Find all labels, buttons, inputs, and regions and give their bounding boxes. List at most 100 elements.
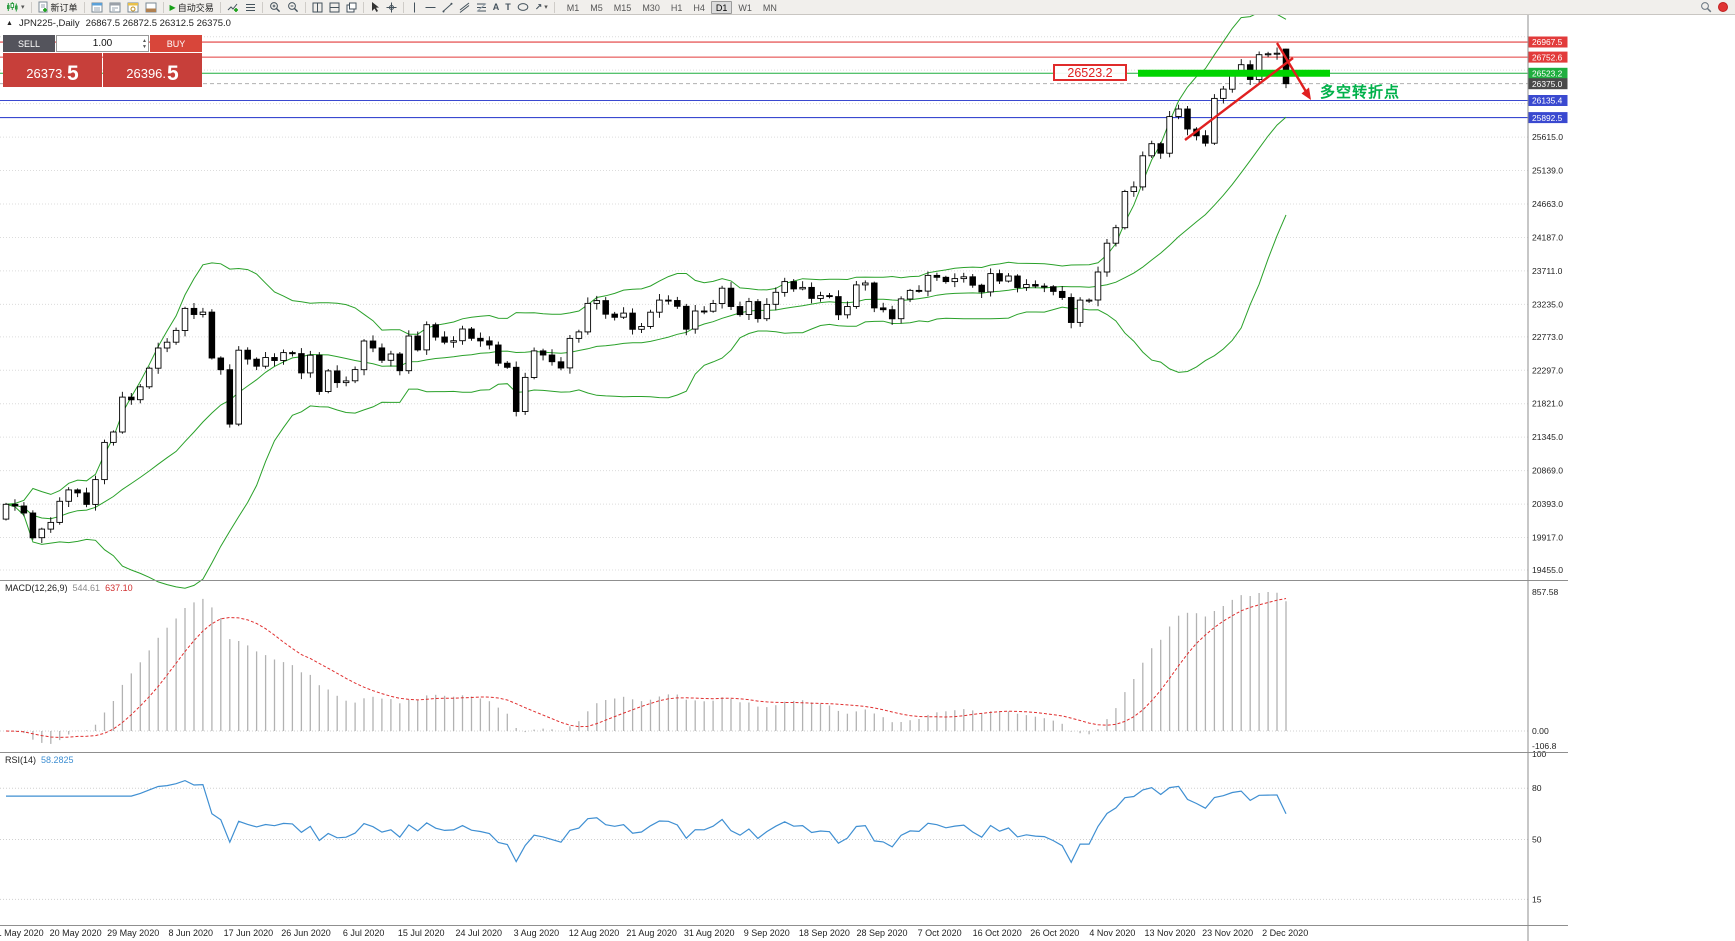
zoom-out-icon [287, 2, 298, 13]
crosshair-button[interactable] [383, 1, 400, 14]
add-indicator-icon [227, 3, 238, 12]
navigator-button[interactable] [124, 1, 142, 14]
volume-input[interactable]: 1.00 ▲ ▼ [56, 35, 149, 52]
svg-text:20393.0: 20393.0 [1532, 499, 1563, 509]
toolbox-icon [145, 2, 157, 12]
timeframe-m15[interactable]: M15 [613, 2, 632, 13]
macd-name: MACD(12,26,9) [5, 583, 68, 593]
timeframe-mn[interactable]: MN [762, 2, 777, 13]
data-window-icon [109, 2, 121, 12]
notification-icon[interactable] [1718, 2, 1728, 12]
tile-windows-button[interactable] [309, 1, 326, 14]
new-order-button[interactable]: 新订单 [35, 1, 81, 14]
rsi-indicator-label: RSI(14) 58.2825 [5, 755, 74, 765]
date-label: 6 Jul 2020 [342, 928, 385, 938]
toolbox-button[interactable] [142, 1, 160, 14]
volume-spinner[interactable]: ▲ ▼ [142, 36, 147, 51]
zoom-in-button[interactable] [266, 1, 284, 14]
date-label: 7 Oct 2020 [917, 928, 962, 938]
date-label: 12 Aug 2020 [568, 928, 620, 938]
new-chart-button[interactable]: ▾ [3, 1, 28, 14]
svg-text:24663.0: 24663.0 [1532, 199, 1563, 209]
timeframe-m5[interactable]: M5 [590, 2, 603, 13]
chart-window[interactable]: 100 80 50 15 25615.0 25139.0 24663.0 24187.0 237… [0, 15, 1735, 941]
price-axis-tag [1528, 51, 1568, 63]
new-order-label: 新订单 [50, 2, 78, 13]
separator [304, 1, 306, 13]
price-axis-tag-text: 26967.5 [1532, 37, 1563, 47]
date-label: 23 Nov 2020 [1202, 928, 1254, 938]
horizontal-line-button[interactable] [422, 1, 439, 14]
tile-horizontal-button[interactable] [326, 1, 343, 14]
arrows-tool-button[interactable]: ↗ ▾ [532, 1, 551, 14]
chart-collapse-icon[interactable]: ▲ [6, 20, 13, 27]
svg-text:25615.0: 25615.0 [1532, 132, 1563, 142]
sell-price-button[interactable]: 26373. 5 [3, 53, 102, 87]
indicators-button[interactable] [224, 1, 242, 14]
spin-up-icon[interactable]: ▲ [142, 37, 147, 44]
date-label: 11 May 2020 [0, 928, 44, 938]
svg-text:21345.0: 21345.0 [1532, 432, 1563, 442]
spin-down-icon[interactable]: ▼ [142, 43, 147, 50]
auto-trading-button[interactable]: ▶ 自动交易 [167, 1, 217, 14]
cascade-windows-button[interactable] [343, 1, 360, 14]
date-label: 2 Dec 2020 [1262, 928, 1309, 938]
sell-button[interactable]: SELL [3, 35, 55, 52]
macd-histogram [14, 592, 1287, 744]
date-label: 18 Sep 2020 [798, 928, 850, 938]
date-label: 17 Jun 2020 [223, 928, 274, 938]
timeframe-m1[interactable]: M1 [566, 2, 580, 13]
date-label: 21 Aug 2020 [626, 928, 677, 938]
price-level-callout[interactable]: 26523.2 [1053, 64, 1127, 81]
play-icon: ▶ [169, 2, 176, 12]
macd-signal-value: 637.10 [105, 583, 133, 593]
label-button[interactable]: T [502, 1, 514, 14]
timeframe-h4[interactable]: H4 [693, 2, 705, 13]
downtrend-arrow [1275, 42, 1310, 96]
trendline-button[interactable] [439, 1, 456, 14]
buy-price-button[interactable]: 26396. 5 [103, 53, 202, 87]
one-click-trading-panel: SELL 1.00 ▲ ▼ BUY 26373. 5 26396. 5 [3, 35, 202, 87]
svg-text:23711.0: 23711.0 [1532, 266, 1563, 276]
zoom-out-button[interactable] [284, 1, 302, 14]
separator [362, 1, 364, 13]
timeframe-m30[interactable]: M30 [642, 2, 660, 13]
vertical-line-button[interactable] [407, 1, 422, 14]
price-axis-tag [1528, 36, 1568, 48]
separator [30, 1, 32, 13]
timeframe-d1[interactable]: D1 [710, 0, 733, 14]
market-watch-button[interactable] [88, 1, 106, 14]
volume-value: 1.00 [92, 38, 113, 49]
navigator-icon [127, 2, 139, 12]
data-window-button[interactable] [106, 1, 124, 14]
cursor-button[interactable] [367, 1, 383, 14]
svg-text:22773.0: 22773.0 [1532, 332, 1563, 342]
search-icon[interactable] [1700, 1, 1712, 13]
price-axis-tag [1528, 67, 1568, 79]
objects-list-button[interactable] [242, 1, 259, 14]
chevron-down-icon: ▾ [21, 3, 25, 11]
sell-price-big-digit: 5 [67, 62, 79, 85]
timeframe-h1[interactable]: H1 [670, 2, 683, 13]
sell-price-main: 26373. [26, 66, 67, 81]
time-axis[interactable]: 11 May 2020 20 May 2020 29 May 2020 8 Jun 2… [0, 927, 1528, 941]
timeframe-bar: M1 M5 M15 M30 H1 H4 D1 W1 MN [562, 0, 782, 14]
fibonacci-button[interactable] [473, 1, 490, 14]
macd-indicator-label: MACD(12,26,9) 544.61 637.10 [5, 583, 133, 593]
tile-horizontal-icon [329, 2, 340, 12]
cascade-windows-icon [346, 2, 357, 12]
date-label: 8 Jun 2020 [168, 928, 214, 938]
buy-button[interactable]: BUY [150, 35, 202, 52]
separator [83, 1, 85, 13]
new-order-icon [38, 1, 48, 13]
text-button[interactable]: A [490, 1, 503, 14]
timeframe-w1[interactable]: W1 [738, 2, 752, 13]
svg-text:-106.8: -106.8 [1532, 741, 1557, 751]
separator [162, 1, 164, 13]
price-axis-tag-text: 26135.4 [1532, 96, 1563, 106]
date-label: 9 Sep 2020 [743, 928, 790, 938]
chart-canvas[interactable]: 100 80 50 15 25615.0 25139.0 24663.0 24187.0 237… [0, 15, 1568, 941]
crosshair-icon [386, 2, 397, 12]
channel-button[interactable] [456, 1, 473, 14]
shapes-button[interactable] [514, 1, 532, 14]
